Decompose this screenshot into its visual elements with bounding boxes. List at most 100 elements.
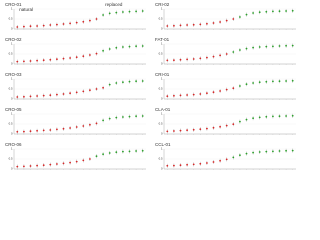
- y-tick-label: 0: [161, 132, 163, 136]
- point: [36, 164, 38, 167]
- point: [285, 115, 287, 117]
- point: [115, 11, 118, 14]
- point: [56, 128, 58, 131]
- point: [108, 152, 111, 154]
- series-label: natural: [19, 7, 33, 12]
- point: [186, 24, 189, 26]
- point: [199, 93, 202, 95]
- y-tick-label: 1: [11, 147, 13, 151]
- point: [192, 58, 195, 60]
- point: [265, 115, 268, 118]
- point: [291, 114, 294, 117]
- point: [173, 59, 175, 62]
- point: [212, 22, 215, 24]
- point: [141, 10, 144, 12]
- point: [49, 58, 52, 61]
- point: [265, 150, 268, 153]
- point: [16, 165, 19, 168]
- point: [23, 25, 25, 28]
- y-tick-label: 0.5: [9, 17, 13, 21]
- point: [141, 80, 144, 82]
- y-tick-label: 1: [161, 77, 163, 81]
- point: [108, 48, 111, 50]
- point: [102, 153, 104, 156]
- point: [272, 80, 274, 83]
- point: [75, 91, 78, 94]
- point: [69, 57, 71, 59]
- point: [56, 23, 58, 26]
- y-tick-label: 0.5: [9, 157, 13, 161]
- page: {"chart_data": [ {"type": "scatter", "ti…: [5, 2, 296, 171]
- point: [199, 57, 202, 60]
- point: [278, 80, 281, 83]
- point: [272, 45, 274, 48]
- point: [141, 115, 144, 117]
- point: [62, 57, 65, 60]
- point: [225, 53, 228, 55]
- point: [95, 52, 98, 55]
- point: [49, 24, 52, 26]
- chart-title: CCL-01: [155, 142, 171, 147]
- point: [29, 130, 32, 133]
- point: [186, 163, 189, 166]
- point: [258, 151, 261, 153]
- y-tick-label: 0: [11, 167, 13, 171]
- point: [212, 161, 215, 163]
- chart-title: CRO-03: [5, 72, 22, 77]
- point: [245, 47, 248, 50]
- y-tick-label: 0: [11, 132, 13, 136]
- chart-title: CRI-02: [155, 2, 170, 7]
- point: [135, 45, 138, 48]
- point: [16, 60, 19, 63]
- point: [42, 164, 45, 167]
- point: [179, 58, 182, 61]
- chart-title: CLA-01: [155, 107, 171, 112]
- point: [285, 44, 287, 47]
- point: [49, 94, 52, 97]
- point: [212, 126, 215, 129]
- point: [166, 59, 169, 62]
- point: [291, 44, 294, 47]
- point: [82, 20, 85, 23]
- point: [179, 129, 182, 132]
- point: [192, 163, 195, 166]
- point: [258, 46, 261, 48]
- point: [95, 18, 98, 20]
- y-tick-label: 0: [161, 167, 163, 171]
- point: [108, 117, 111, 120]
- y-tick-label: 0.5: [159, 87, 163, 91]
- point: [36, 95, 38, 97]
- point: [258, 81, 261, 84]
- y-tick-label: 0.5: [159, 52, 163, 56]
- point: [122, 46, 124, 48]
- point: [186, 94, 189, 96]
- point: [89, 123, 91, 126]
- point: [23, 95, 25, 98]
- point: [128, 10, 131, 13]
- point: [272, 10, 274, 13]
- point: [29, 60, 32, 62]
- point: [219, 21, 222, 23]
- point: [166, 164, 169, 167]
- y-tick-label: 0: [161, 27, 163, 31]
- point: [212, 55, 215, 58]
- point: [16, 26, 19, 28]
- point: [232, 87, 235, 90]
- point: [42, 129, 45, 132]
- point: [115, 151, 118, 154]
- point: [252, 151, 255, 154]
- point: [173, 130, 175, 132]
- point: [102, 86, 104, 89]
- point: [82, 125, 85, 127]
- point: [219, 159, 222, 162]
- y-tick-label: 0: [11, 97, 13, 101]
- point: [56, 93, 58, 96]
- point: [245, 13, 248, 16]
- point: [225, 158, 228, 161]
- point: [128, 80, 131, 83]
- point: [265, 80, 268, 83]
- y-tick-label: 1: [11, 42, 13, 46]
- point: [122, 81, 124, 84]
- point: [192, 128, 195, 131]
- point: [29, 25, 32, 28]
